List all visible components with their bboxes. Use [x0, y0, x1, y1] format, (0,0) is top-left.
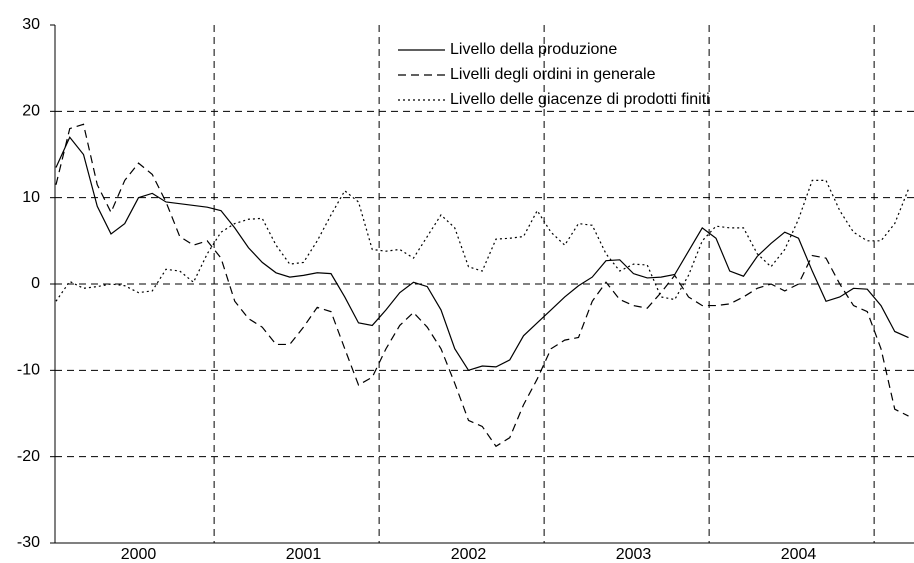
x-tick-label: 2000 [121, 546, 157, 563]
y-tick-label: -20 [17, 448, 40, 465]
x-tick-label: 2004 [781, 546, 817, 563]
legend-label: Livello delle giacenze di prodotti finit… [450, 91, 710, 108]
series-line [55, 123, 909, 448]
y-tick-label: 20 [22, 103, 40, 120]
y-tick-label: -10 [17, 362, 40, 379]
x-tick-label: 2001 [286, 546, 322, 563]
legend-label: Livelli degli ordini in generale [450, 66, 656, 83]
x-tick-label: 2003 [616, 546, 652, 563]
y-tick-label: 0 [31, 275, 40, 292]
series-line [55, 179, 910, 302]
x-tick-label: 2002 [451, 546, 487, 563]
y-tick-label: -30 [17, 534, 40, 551]
y-tick-label: 10 [22, 189, 40, 206]
legend-label: Livello della produzione [450, 41, 617, 58]
series-line [55, 136, 909, 372]
y-tick-label: 30 [22, 16, 40, 33]
